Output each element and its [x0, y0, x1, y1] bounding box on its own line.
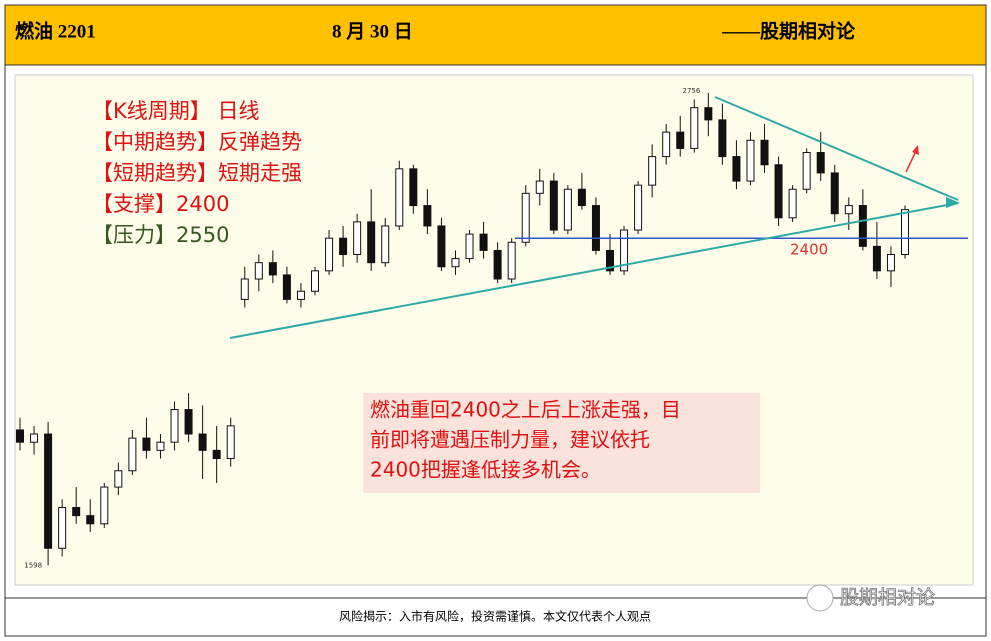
candle-body [451, 258, 460, 268]
low-label: 1598 [24, 561, 42, 569]
note-line: 【短期趋势】短期走强 [92, 161, 302, 185]
trend-line-lower [229, 202, 959, 339]
candle-body [732, 156, 741, 182]
candle-body [901, 209, 909, 256]
candle-body [100, 486, 109, 525]
candle-body [704, 107, 713, 121]
candle-body [268, 262, 277, 276]
candle-body [254, 262, 263, 280]
candle-body [662, 131, 671, 158]
candle-body [577, 188, 586, 207]
candle-body [339, 237, 348, 256]
notes: 【K线周期】 日线【中期趋势】反弹趋势【短期趋势】短期走强【支撑】2400 【压力… [92, 99, 302, 247]
note-line: 【中期趋势】反弹趋势 [92, 130, 302, 154]
candle-body [114, 470, 123, 488]
candle-body [16, 429, 24, 443]
candle-body [282, 274, 291, 300]
candle-body [690, 107, 699, 149]
candle-body [676, 131, 685, 149]
note-line: 【K线周期】 日线 [92, 99, 259, 123]
candle-body [802, 152, 811, 190]
candle-body [620, 229, 629, 272]
candle-body [72, 506, 81, 517]
note-line: 【压力】2550 [92, 223, 229, 247]
candle-body [886, 254, 895, 272]
candle-body [184, 409, 193, 435]
candle-body [44, 433, 53, 549]
candle-body [86, 515, 95, 525]
candle-body [634, 184, 643, 231]
candle-body [788, 188, 797, 219]
candle-body [493, 249, 502, 280]
watermark: 股期相对论 [840, 587, 935, 609]
candle-body [521, 192, 530, 243]
candle-body [844, 205, 853, 215]
comment-line: 前即将遭遇压制力量，建议依托 [370, 428, 650, 452]
candle-body [858, 205, 867, 247]
comment-line: 2400把握逢低接多机会。 [370, 458, 601, 482]
plot-area [14, 74, 974, 586]
header-left: 燃油 2201 [15, 19, 96, 42]
candle-body [563, 188, 572, 231]
candle-body [830, 172, 839, 215]
candle-body [535, 180, 544, 194]
candle-body [479, 233, 488, 251]
candle-body [760, 139, 769, 166]
candle-body [381, 225, 390, 264]
header-right: ——股期相对论 [721, 19, 856, 42]
trend-line-upper [714, 96, 959, 201]
candle-body [325, 237, 334, 272]
candle-body [156, 441, 165, 451]
candle-body [648, 156, 657, 186]
candle-body [367, 221, 376, 264]
candle-body [30, 433, 39, 443]
candle-body [212, 449, 221, 460]
candle-body [353, 221, 362, 256]
high-label: 2756 [683, 87, 701, 95]
candle-body [142, 437, 151, 451]
candles: 2756 1598 2400 [16, 87, 968, 569]
comment-box [363, 393, 760, 493]
header-bar [4, 4, 987, 66]
candle-body [465, 233, 474, 260]
comment-line: 燃油重回2400之上后上涨走强，目 [370, 398, 681, 422]
support-label: 2400 [790, 241, 828, 259]
candle-body [774, 164, 783, 219]
candle-body [872, 245, 881, 272]
candle-body [395, 168, 404, 227]
candle-body [128, 437, 137, 472]
candle-body [606, 249, 614, 272]
header-date: 8 月 30 日 [332, 21, 413, 42]
candle-body [226, 425, 235, 460]
candle-body [507, 241, 516, 280]
candle-body [240, 278, 249, 300]
candle-body [549, 180, 558, 231]
candle-body [198, 433, 207, 451]
candle-body [409, 168, 418, 207]
candle-body [718, 119, 727, 158]
candle-body [423, 205, 432, 227]
up-arrow-head [912, 145, 919, 155]
footer-text: 风险揭示：入市有风险，投资需谨慎。本文仅代表个人观点 [339, 609, 651, 624]
note-line: 【支撑】2400 [92, 192, 229, 216]
candle-body [591, 205, 600, 251]
candle-body [816, 152, 825, 174]
candle-body [170, 409, 179, 443]
candle-body [58, 506, 67, 549]
up-arrow [905, 150, 917, 173]
candle-body [746, 139, 755, 182]
candle-body [311, 270, 319, 292]
candle-body [437, 225, 446, 268]
arrow-head [946, 197, 960, 208]
candle-body [296, 290, 305, 300]
watermark-icon [806, 584, 834, 612]
